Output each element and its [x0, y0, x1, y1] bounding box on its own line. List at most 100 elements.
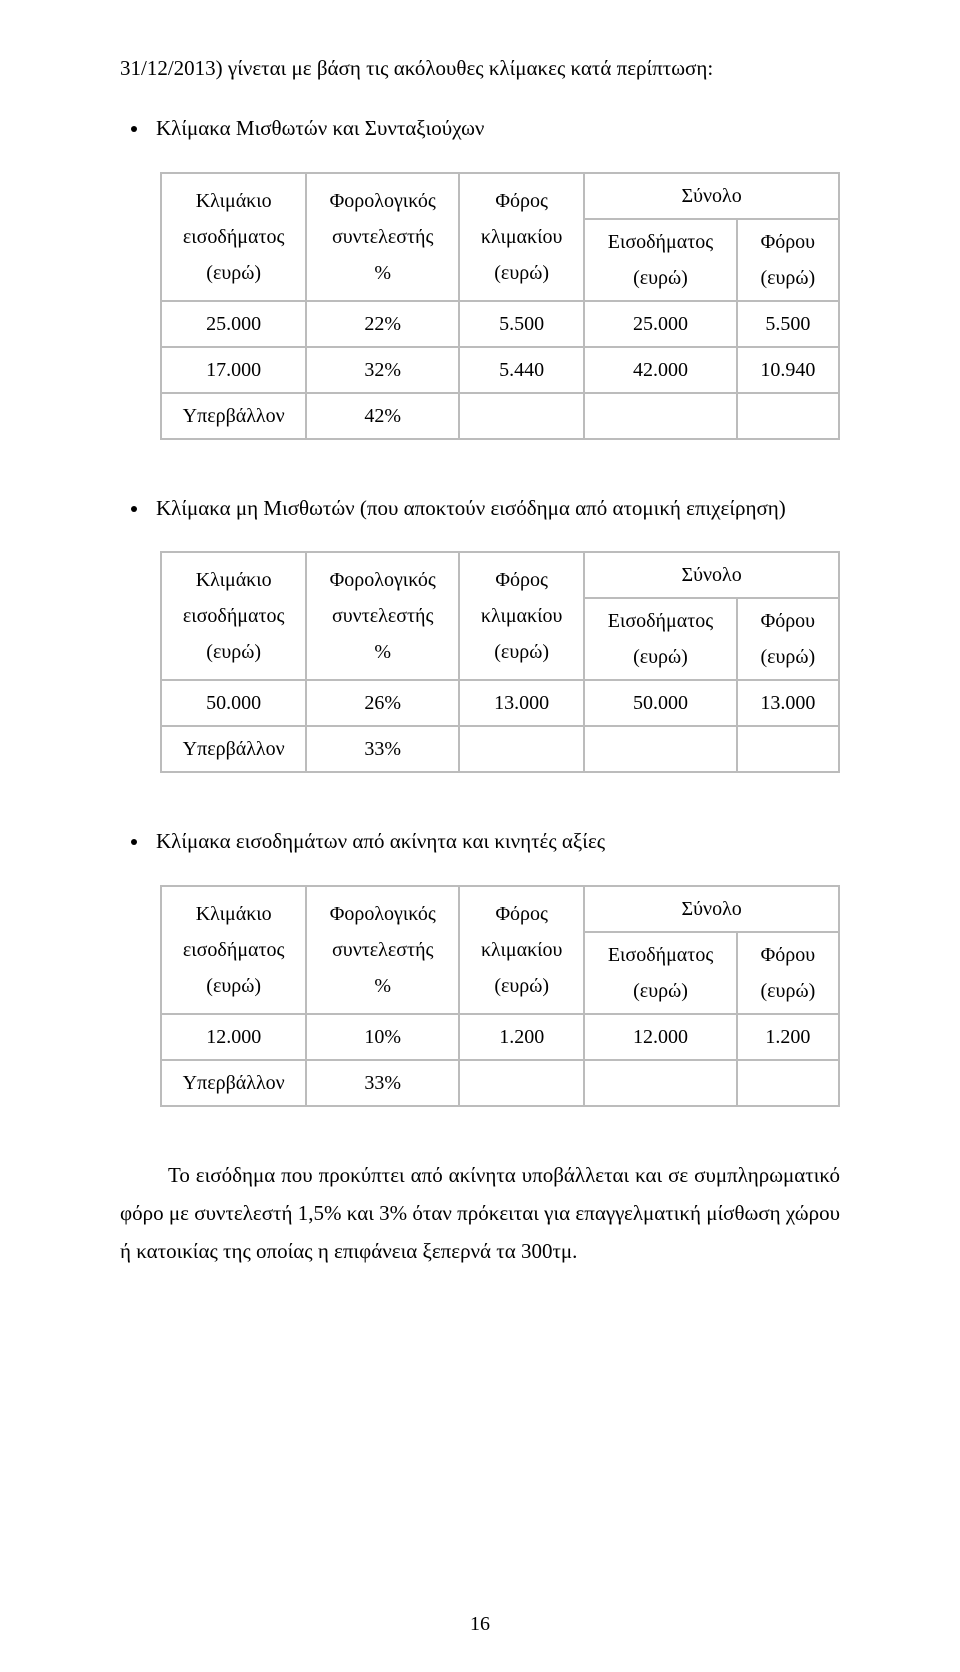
table-cell: 32% — [306, 347, 459, 393]
header-text: Φόρος — [495, 190, 548, 212]
header-text: εισοδήματος — [183, 605, 285, 627]
table-header: Σύνολο — [584, 173, 839, 219]
table-header: Φόρος κλιμακίου (ευρώ) — [459, 886, 584, 1014]
bullet-item: Κλίμακα μη Μισθωτών (που αποκτούν εισόδη… — [150, 490, 840, 528]
table-cell — [737, 1060, 839, 1106]
header-text: Φόρου — [761, 231, 816, 253]
table-header: Φόρου (ευρώ) — [737, 219, 839, 301]
table-header: Φόρου (ευρώ) — [737, 932, 839, 1014]
table-cell: 13.000 — [459, 680, 584, 726]
table-cell: 50.000 — [161, 680, 306, 726]
table-row: Υπερβάλλον 33% — [161, 726, 839, 772]
table-cell — [584, 393, 736, 439]
table-header: Φόρου (ευρώ) — [737, 598, 839, 680]
header-text: συντελεστής — [332, 939, 433, 961]
table-cell — [737, 726, 839, 772]
header-text: (ευρώ) — [206, 975, 261, 997]
table-cell: 25.000 — [161, 301, 306, 347]
table-header: Φόρος κλιμακίου (ευρώ) — [459, 173, 584, 301]
header-text: (ευρώ) — [494, 641, 549, 663]
table-cell — [584, 1060, 736, 1106]
header-text: (ευρώ) — [761, 980, 816, 1002]
header-text: Κλιμάκιο — [196, 903, 272, 925]
table-cell — [584, 726, 736, 772]
bullet-list-1: Κλίμακα Μισθωτών και Συνταξιούχων — [150, 110, 840, 148]
table-row: Υπερβάλλον 33% — [161, 1060, 839, 1106]
table-cell: 1.200 — [459, 1014, 584, 1060]
table-cell: 10% — [306, 1014, 459, 1060]
table-cell: 1.200 — [737, 1014, 839, 1060]
table-header: Εισοδήματος (ευρώ) — [584, 932, 736, 1014]
table-cell: 13.000 — [737, 680, 839, 726]
table-cell: 12.000 — [161, 1014, 306, 1060]
table-header: Φόρος κλιμακίου (ευρώ) — [459, 552, 584, 680]
table-header: Κλιμάκιο εισοδήματος (ευρώ) — [161, 173, 306, 301]
table-cell: 33% — [306, 1060, 459, 1106]
bullet-list-2: Κλίμακα μη Μισθωτών (που αποκτούν εισόδη… — [150, 490, 840, 528]
header-text: Φορολογικός — [330, 903, 436, 925]
table-cell: Υπερβάλλον — [161, 726, 306, 772]
header-text: εισοδήματος — [183, 939, 285, 961]
tax-table-2: Κλιμάκιο εισοδήματος (ευρώ) Φορολογικός … — [160, 551, 840, 773]
header-text: Κλιμάκιο — [196, 190, 272, 212]
table-row: 25.000 22% 5.500 25.000 5.500 — [161, 301, 839, 347]
table-cell: 25.000 — [584, 301, 736, 347]
table-row: 12.000 10% 1.200 12.000 1.200 — [161, 1014, 839, 1060]
table-cell: 5.500 — [737, 301, 839, 347]
header-text: Φορολογικός — [330, 569, 436, 591]
bullet-item: Κλίμακα Μισθωτών και Συνταξιούχων — [150, 110, 840, 148]
header-text: Εισοδήματος — [608, 231, 713, 253]
table-cell: 10.940 — [737, 347, 839, 393]
header-text: Φόρου — [761, 610, 816, 632]
table-cell — [459, 726, 584, 772]
table-cell — [459, 393, 584, 439]
intro-paragraph: 31/12/2013) γίνεται με βάση τις ακόλουθε… — [120, 50, 840, 88]
header-text: Φόρος — [495, 569, 548, 591]
table-cell: 33% — [306, 726, 459, 772]
header-text: % — [374, 975, 391, 997]
header-text: κλιμακίου — [481, 226, 562, 248]
table-cell: 50.000 — [584, 680, 736, 726]
header-text: (ευρώ) — [206, 262, 261, 284]
header-text: (ευρώ) — [633, 267, 688, 289]
table-cell: 5.440 — [459, 347, 584, 393]
page-number: 16 — [0, 1606, 960, 1642]
table-cell: Υπερβάλλον — [161, 1060, 306, 1106]
table-header: Κλιμάκιο εισοδήματος (ευρώ) — [161, 552, 306, 680]
table-header: Σύνολο — [584, 552, 839, 598]
header-text: συντελεστής — [332, 605, 433, 627]
closing-paragraph: Το εισόδημα που προκύπτει από ακίνητα υπ… — [120, 1157, 840, 1270]
table-row: 50.000 26% 13.000 50.000 13.000 — [161, 680, 839, 726]
table-header: Φορολογικός συντελεστής % — [306, 886, 459, 1014]
header-text: (ευρώ) — [633, 646, 688, 668]
table-cell: 17.000 — [161, 347, 306, 393]
header-text: εισοδήματος — [183, 226, 285, 248]
bullet-list-3: Κλίμακα εισοδημάτων από ακίνητα και κινη… — [150, 823, 840, 861]
header-text: Φόρου — [761, 944, 816, 966]
table-cell: 26% — [306, 680, 459, 726]
header-text: (ευρώ) — [494, 975, 549, 997]
table-cell: Υπερβάλλον — [161, 393, 306, 439]
header-text: κλιμακίου — [481, 939, 562, 961]
table-cell: 42% — [306, 393, 459, 439]
table-cell: 5.500 — [459, 301, 584, 347]
table-row: Υπερβάλλον 42% — [161, 393, 839, 439]
table-cell: 42.000 — [584, 347, 736, 393]
header-text: Κλιμάκιο — [196, 569, 272, 591]
tax-table-3: Κλιμάκιο εισοδήματος (ευρώ) Φορολογικός … — [160, 885, 840, 1107]
header-text: % — [374, 641, 391, 663]
bullet-item: Κλίμακα εισοδημάτων από ακίνητα και κινη… — [150, 823, 840, 861]
header-text: κλιμακίου — [481, 605, 562, 627]
table-cell — [459, 1060, 584, 1106]
header-text: Φόρος — [495, 903, 548, 925]
header-text: συντελεστής — [332, 226, 433, 248]
table-cell — [737, 393, 839, 439]
header-text: Εισοδήματος — [608, 944, 713, 966]
table-header: Φορολογικός συντελεστής % — [306, 173, 459, 301]
table-header: Εισοδήματος (ευρώ) — [584, 598, 736, 680]
header-text: (ευρώ) — [760, 646, 815, 668]
table-cell: 22% — [306, 301, 459, 347]
header-text: Φορολογικός — [330, 190, 436, 212]
tax-table-1: Κλιμάκιο εισοδήματος (ευρώ) Φορολογικός … — [160, 172, 840, 440]
header-text: Εισοδήματος — [608, 610, 713, 632]
